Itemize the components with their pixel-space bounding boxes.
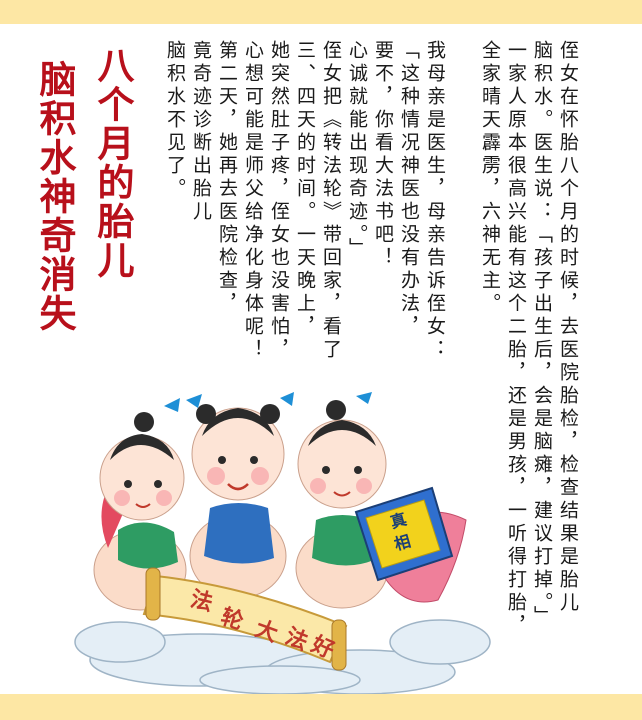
story-column: 心诚就能出现奇迹。」: [346, 40, 368, 261]
book-title-char-1: 真: [388, 509, 409, 532]
story-column: 侄女在怀胎八个月的时候，去医院胎检，检查结果是胎儿: [557, 40, 579, 615]
story-column: 全家晴天霹雳，六神无主。: [479, 40, 501, 316]
story-column: 我母亲是医生，母亲告诉侄女：: [424, 40, 446, 362]
story-column: 侄女把《转法轮》带回家，看了: [320, 40, 342, 362]
headline-line-2: 脑积水神奇消失: [33, 60, 76, 333]
story-column: 她突然肚子疼，侄女也没害怕，: [268, 40, 290, 362]
headline-line-1: 八个月的胎儿: [91, 46, 134, 280]
hair-ribbons: [164, 392, 372, 412]
truth-book: 真 相: [354, 486, 454, 582]
banner-scroll: 法 轮 大 法 好: [142, 567, 348, 671]
story-column: 要不，你看大法书吧！: [372, 40, 394, 270]
story-column: 第二天，她再去医院检查，: [216, 40, 238, 316]
bottom-band: [0, 694, 642, 720]
cloud-shapes: [74, 619, 491, 695]
story-column: 脑积水。医生说：「孩子出生后，会是脑瘫，建议打掉。」: [531, 40, 553, 629]
story-column: 三、四天的时间。一天晚上，: [294, 40, 316, 339]
story-column: 「这种情况神医也没有办法，: [398, 40, 420, 339]
book-title-char-2: 相: [392, 531, 413, 554]
story-column: 心想可能是师父给净化身体呢！: [242, 40, 264, 362]
child-middle: [189, 404, 287, 599]
story-column: 竟奇迹诊断出胎儿: [190, 40, 212, 224]
story-column: 一家人原本很高兴能有这个二胎，还是男孩，一听得打胎，: [505, 40, 527, 638]
top-band: [0, 0, 642, 24]
child-right: [295, 400, 389, 609]
three-children-illustration: 真 相 法 轮 大 法 好: [74, 392, 491, 695]
story-column: 脑积水不见了。: [164, 40, 186, 201]
